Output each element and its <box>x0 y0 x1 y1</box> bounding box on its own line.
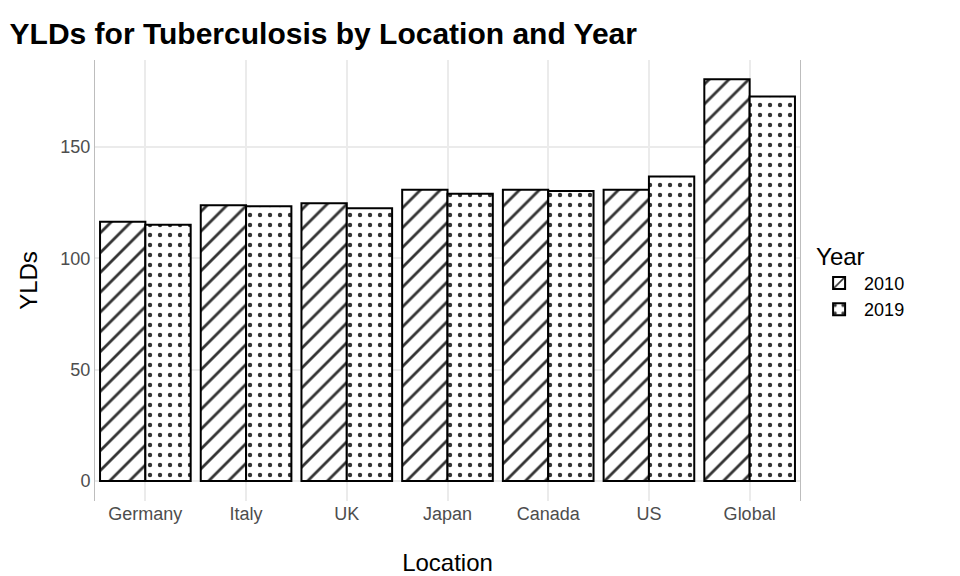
svg-text:2010: 2010 <box>864 274 904 294</box>
svg-text:Location: Location <box>402 549 493 576</box>
svg-text:Canada: Canada <box>517 504 581 524</box>
svg-text:YLDs: YLDs <box>15 251 42 310</box>
svg-text:Japan: Japan <box>423 504 472 524</box>
svg-text:UK: UK <box>334 504 359 524</box>
svg-text:Italy: Italy <box>230 504 263 524</box>
svg-text:2019: 2019 <box>864 300 904 320</box>
svg-text:US: US <box>636 504 661 524</box>
svg-text:100: 100 <box>60 249 90 269</box>
svg-text:YLDs for Tuberculosis by Locat: YLDs for Tuberculosis by Location and Ye… <box>10 17 638 50</box>
svg-text:Global: Global <box>724 504 776 524</box>
svg-text:0: 0 <box>80 471 90 491</box>
svg-text:150: 150 <box>60 137 90 157</box>
svg-text:Year: Year <box>816 243 865 270</box>
svg-text:50: 50 <box>70 360 90 380</box>
svg-text:Germany: Germany <box>108 504 182 524</box>
